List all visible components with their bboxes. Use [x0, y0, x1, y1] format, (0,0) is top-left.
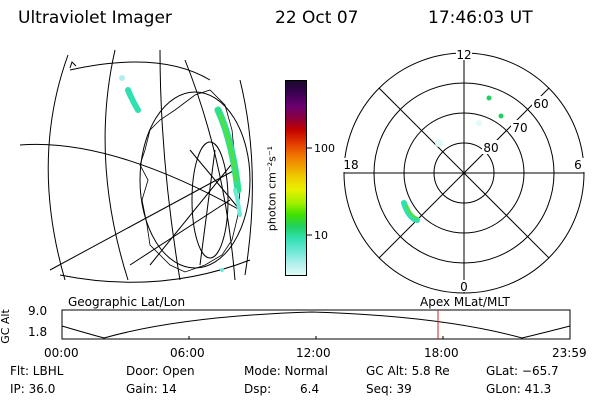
- polar-label-left: 18: [343, 158, 358, 172]
- colorbar-ticks: 100 10: [307, 142, 335, 242]
- gain-info: Gain: 14: [126, 382, 177, 396]
- ring-label-70: 70: [512, 121, 527, 135]
- geographic-image-panel: [19, 49, 253, 283]
- timeline-x-tick-1200: 12:00: [296, 346, 331, 360]
- glon-info: GLon: 41.3: [486, 382, 552, 396]
- gc-alt-info: GC Alt: 5.8 Re: [366, 364, 450, 378]
- timeline-x-tick-0600: 06:00: [170, 346, 205, 360]
- colorbar: [285, 80, 307, 276]
- mode-info: Mode: Normal: [244, 364, 328, 378]
- colorbar-tick-10: 10: [314, 229, 328, 242]
- timeline-x-tick-0000: 00:00: [44, 346, 79, 360]
- dsp-label: Dsp:: [244, 382, 272, 396]
- filter-info: Flt: LBHL: [10, 364, 64, 378]
- timeline-y-tick-max: 9.0: [28, 304, 48, 318]
- timeline-x-tick-1800: 18:00: [424, 346, 459, 360]
- timeline-plot: [61, 309, 571, 340]
- timeline-x-tick-2359: 23:59: [552, 346, 587, 360]
- polar-label-bottom: 0: [460, 280, 468, 294]
- seq-info: Seq: 39: [366, 382, 412, 396]
- ring-label-80: 80: [483, 141, 498, 155]
- polar-plot: 12 0 18 6 60 70 80: [341, 48, 585, 294]
- colorbar-tick-100: 100: [314, 142, 335, 155]
- instrument-title: Ultraviolet Imager: [18, 8, 172, 28]
- polar-label-top: 12: [456, 48, 471, 62]
- timeline-right-label: Apex MLat/MLT: [420, 295, 510, 309]
- timeline-y-tick-min: 1.8: [28, 325, 48, 339]
- aurora-emissions: [119, 75, 242, 272]
- door-info: Door: Open: [126, 364, 195, 378]
- polar-aurora: [401, 95, 504, 223]
- polar-label-right: 6: [574, 158, 582, 172]
- timeline-y-axis-label: GC Alt: [0, 309, 12, 344]
- observation-date: 22 Oct 07: [275, 8, 359, 28]
- dsp-value: 6.4: [300, 382, 320, 396]
- ring-label-60: 60: [533, 97, 548, 111]
- timeline-left-label: Geographic Lat/Lon: [68, 295, 186, 309]
- colorbar-unit-label: photon cm⁻²s⁻¹: [265, 145, 279, 232]
- glat-info: GLat: −65.7: [486, 364, 559, 378]
- ip-info: IP: 36.0: [10, 382, 56, 396]
- observation-time: 17:46:03 UT: [428, 8, 533, 28]
